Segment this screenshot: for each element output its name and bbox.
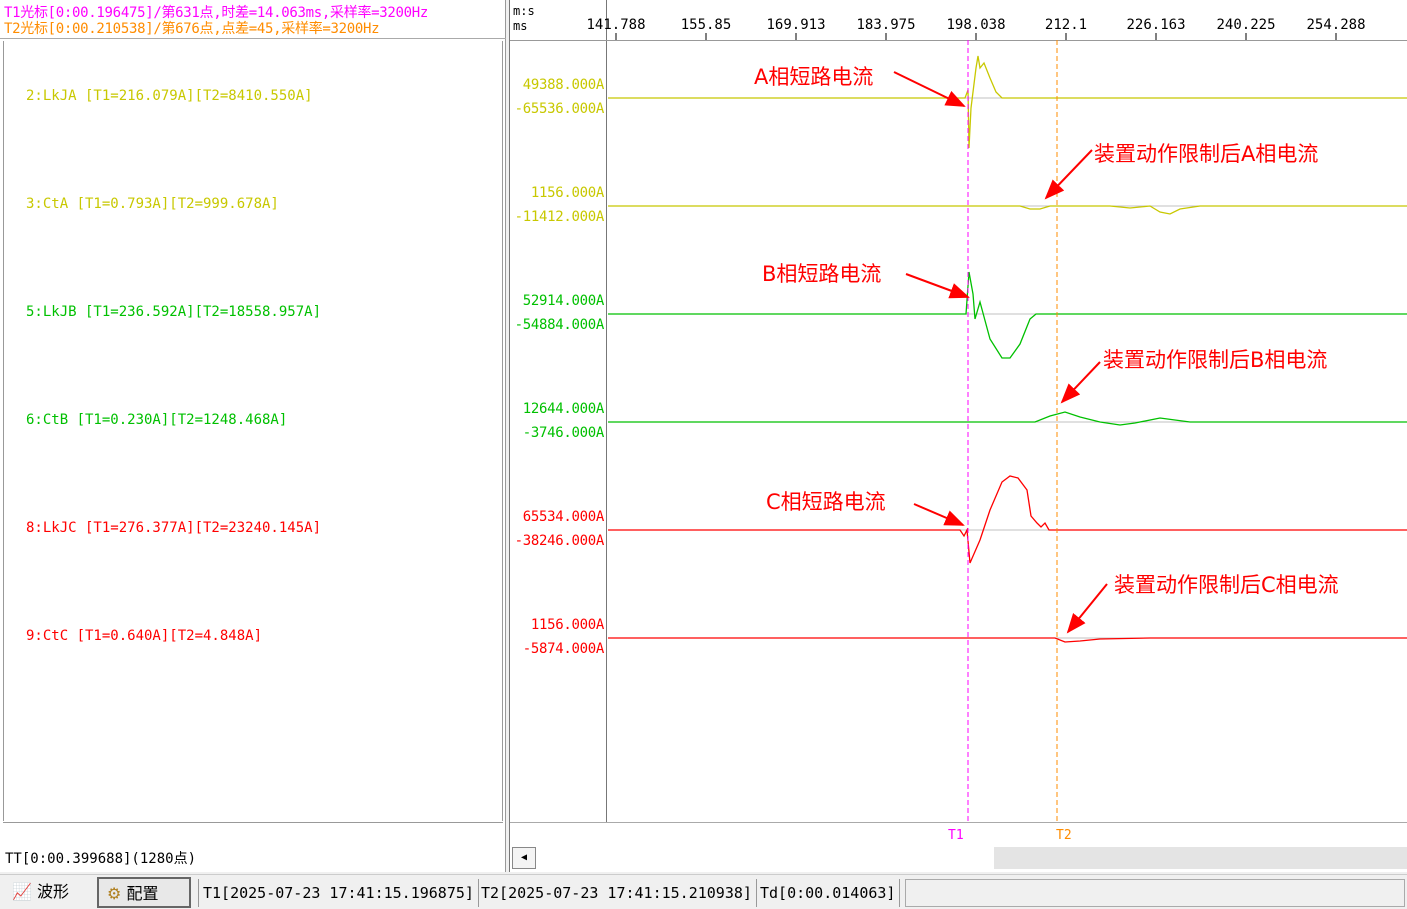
annotation-arrow	[893, 71, 966, 107]
channel-max: 65534.000A	[522, 509, 605, 525]
channel-max: 1156.000A	[530, 185, 604, 201]
annotation: 装置动作限制后C相电流	[1114, 573, 1339, 597]
horizontal-scroll: T1 T2 ◀	[510, 822, 1407, 872]
status-bar: 📈 波形 ⚙ 配置 T1[2025-07-23 17:41:15.196875]…	[0, 874, 1407, 909]
channel-max: 12644.000A	[522, 401, 605, 417]
config-tab-label: 配置	[126, 884, 159, 903]
t1-cursor-info: T1光标[0:00.196475]/第631点,时差=14.063ms,采样率=…	[4, 5, 429, 21]
waveform-6	[608, 637, 1407, 643]
channel-item[interactable]: 2:LkJA [T1=216.079A][T2=8410.550A]	[26, 88, 313, 104]
t1-time: T1[2025-07-23 17:41:15.196875]	[198, 879, 479, 907]
waveform-1	[608, 55, 1407, 149]
channel-item[interactable]: 9:CtC [T1=0.640A][T2=4.848A]	[26, 628, 263, 644]
channel-list: 2:LkJA [T1=216.079A][T2=8410.550A] 3:CtA…	[3, 41, 503, 821]
wave-tab-label: 波形	[37, 882, 70, 901]
channel-item[interactable]: 5:LkJB [T1=236.592A][T2=18558.957A]	[26, 304, 322, 320]
config-tab[interactable]: ⚙ 配置	[97, 877, 191, 908]
time-tick: 155.85	[680, 17, 732, 33]
annotation-arrow	[1044, 149, 1093, 200]
annotation-arrow	[1066, 583, 1108, 634]
annotation: C相短路电流	[766, 490, 886, 514]
annotation: 装置动作限制后A相电流	[1094, 142, 1319, 166]
channel-min: -3746.000A	[522, 425, 605, 441]
status-empty	[905, 879, 1405, 907]
channel-min: -5874.000A	[522, 641, 605, 657]
channel-panel: T1光标[0:00.196475]/第631点,时差=14.063ms,采样率=…	[0, 0, 506, 872]
waveform-4	[608, 411, 1407, 426]
divider	[3, 822, 503, 823]
t2-cursor-info: T2光标[0:00.210538]/第676点,点差=45,采样率=3200Hz	[4, 21, 380, 37]
gear-icon: ⚙	[107, 884, 122, 903]
axis-unit: ms	[513, 19, 528, 33]
time-tick: 169.913	[766, 17, 826, 33]
time-tick: 212.1	[1044, 17, 1088, 33]
channel-min: -65536.000A	[514, 101, 605, 117]
annotation-arrow	[913, 503, 965, 526]
channel-min: -38246.000A	[514, 533, 605, 549]
channel-item[interactable]: 8:LkJC [T1=276.377A][T2=23240.145A]	[26, 520, 322, 536]
axis-line	[510, 40, 1407, 41]
waveform-plot[interactable]	[510, 0, 1407, 850]
t2-time: T2[2025-07-23 17:41:15.210938]	[477, 879, 757, 907]
waveform-2	[608, 205, 1407, 215]
time-tick: 198.038	[946, 17, 1006, 33]
time-tick: 240.225	[1216, 17, 1276, 33]
axis-unit: m:s	[513, 4, 535, 18]
scroll-left-button[interactable]: ◀	[512, 847, 536, 869]
annotation-arrow	[1060, 361, 1101, 404]
time-tick: 226.163	[1126, 17, 1186, 33]
annotation: 装置动作限制后B相电流	[1103, 348, 1328, 372]
time-diff: Td[0:00.014063]	[756, 879, 901, 907]
channel-max: 52914.000A	[522, 293, 605, 309]
time-tick: 183.975	[856, 17, 916, 33]
chart-icon: 📈	[12, 882, 32, 901]
waveform-panel[interactable]: m:s ms 49388.000A -65536.000A 1156.000A …	[509, 0, 1407, 872]
annotation-arrow	[905, 273, 970, 299]
channel-max: 1156.000A	[530, 617, 604, 633]
annotation: B相短路电流	[762, 262, 882, 286]
channel-item[interactable]: 6:CtB [T1=0.230A][T2=1248.468A]	[26, 412, 288, 428]
waveform-5	[608, 475, 1407, 564]
waveform-3	[608, 271, 1407, 359]
channel-min: -11412.000A	[514, 209, 605, 225]
channel-item[interactable]: 3:CtA [T1=0.793A][T2=999.678A]	[26, 196, 279, 212]
divider	[0, 38, 506, 39]
channel-min: -54884.000A	[514, 317, 605, 333]
time-tick: 141.788	[586, 17, 646, 33]
time-tick: 254.288	[1306, 17, 1366, 33]
annotation: A相短路电流	[754, 65, 874, 89]
wave-tab[interactable]: 📈 波形	[12, 877, 92, 908]
scrollbar-track[interactable]	[994, 847, 1407, 869]
t2-marker-label: T2	[1056, 828, 1072, 843]
value-scale: m:s ms 49388.000A -65536.000A 1156.000A …	[510, 0, 607, 822]
channel-max: 49388.000A	[522, 77, 605, 93]
t1-marker-label: T1	[948, 828, 964, 843]
total-duration: TT[0:00.399688](1280点)	[5, 851, 197, 867]
